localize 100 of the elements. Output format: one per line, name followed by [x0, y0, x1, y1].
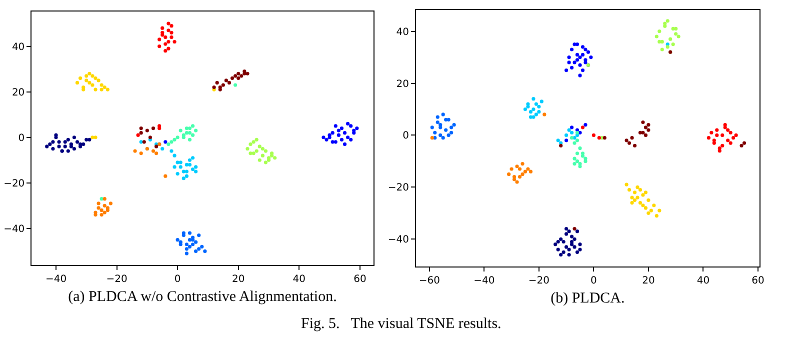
point: [578, 248, 582, 252]
point: [575, 250, 580, 254]
point: [556, 240, 560, 244]
point: [176, 160, 180, 164]
point: [190, 156, 195, 160]
point: [584, 48, 588, 52]
x-tick-label: −20: [528, 276, 550, 287]
point: [712, 138, 716, 142]
point: [188, 238, 192, 242]
point: [182, 170, 186, 174]
point: [190, 242, 195, 246]
point: [559, 144, 563, 148]
point: [234, 83, 238, 87]
point: [194, 128, 198, 132]
point: [194, 249, 198, 254]
point: [564, 226, 568, 231]
y-tick-label: −40: [4, 224, 25, 235]
point: [578, 55, 582, 60]
point: [438, 126, 442, 130]
point: [66, 138, 70, 142]
point: [96, 206, 100, 210]
point: [254, 149, 258, 153]
point: [564, 133, 568, 138]
point: [528, 110, 533, 114]
point: [630, 200, 634, 205]
x-tick-label: 40: [292, 274, 306, 286]
point: [151, 149, 156, 153]
point: [666, 45, 670, 49]
point: [570, 234, 574, 238]
x-tick-label: 20: [232, 274, 245, 286]
point: [526, 167, 530, 171]
y-tick-label: 0: [18, 132, 25, 144]
point: [706, 136, 710, 140]
point: [234, 74, 238, 78]
point: [654, 214, 658, 218]
point: [346, 122, 350, 126]
x-tick-label: −40: [474, 276, 495, 287]
point: [334, 124, 338, 128]
point: [430, 136, 434, 140]
point: [100, 83, 104, 87]
point: [732, 136, 736, 140]
point: [182, 176, 186, 180]
point: [88, 138, 92, 142]
point: [139, 126, 143, 130]
point: [580, 45, 585, 49]
point: [564, 68, 568, 72]
point: [342, 131, 347, 135]
point: [172, 165, 176, 169]
point: [142, 140, 146, 144]
point: [644, 206, 648, 210]
point: [102, 204, 106, 208]
point: [172, 40, 176, 44]
point: [444, 118, 448, 122]
y-tick-label: 0: [402, 130, 409, 142]
point: [512, 175, 516, 179]
point: [248, 152, 252, 156]
point: [164, 35, 168, 39]
point: [72, 146, 76, 151]
point: [102, 197, 106, 201]
point: [197, 247, 201, 251]
point: [139, 131, 143, 135]
point: [630, 196, 634, 200]
point: [170, 140, 174, 144]
point: [188, 231, 192, 235]
point: [158, 44, 162, 48]
point: [75, 80, 80, 85]
point: [554, 242, 558, 246]
point: [166, 22, 170, 26]
point: [194, 240, 198, 244]
point: [203, 249, 207, 254]
point: [324, 138, 328, 142]
point: [178, 160, 182, 164]
point: [188, 244, 192, 248]
point: [100, 208, 104, 212]
point: [718, 149, 722, 153]
point: [248, 142, 252, 146]
point: [75, 140, 80, 144]
point: [240, 74, 244, 78]
point: [184, 170, 188, 174]
point: [160, 30, 164, 34]
point: [430, 126, 434, 130]
point: [570, 242, 574, 246]
point: [172, 138, 176, 142]
point: [671, 42, 675, 46]
point: [96, 78, 100, 82]
point: [178, 165, 182, 169]
point: [441, 112, 445, 116]
point: [246, 146, 250, 151]
point: [230, 76, 234, 80]
point: [106, 88, 110, 92]
point: [584, 60, 588, 64]
point: [644, 133, 648, 138]
x-tick-label: 60: [752, 276, 764, 287]
point: [184, 247, 188, 251]
point: [154, 152, 158, 156]
point: [658, 40, 662, 44]
y-tick-label: 20: [12, 87, 25, 98]
point: [190, 133, 195, 137]
point: [252, 152, 256, 156]
point: [182, 136, 186, 140]
